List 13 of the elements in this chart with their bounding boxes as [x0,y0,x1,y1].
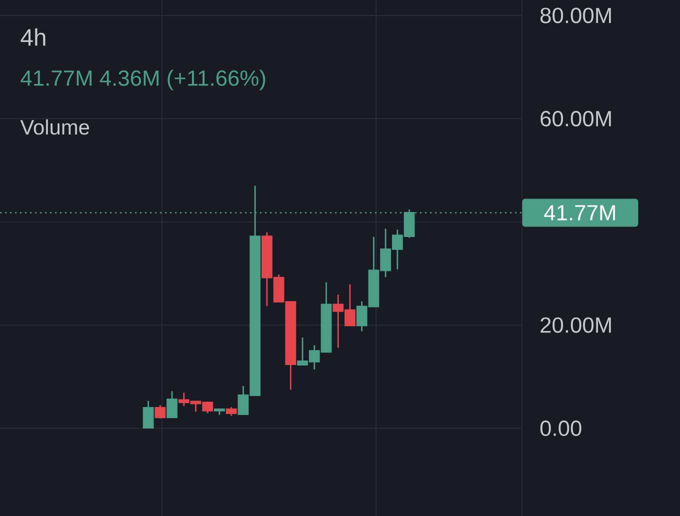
candlestick [214,408,225,416]
candlestick [154,404,166,420]
y-tick-label: 80.00M [540,8,611,24]
y-tick-label: 0.00 [540,420,582,436]
candlestick [166,390,178,418]
ref-line-label: 41.77M [544,205,615,220]
y-tick-label: 20.00M [540,317,611,333]
candlestick [226,406,237,417]
text: 41.77M 4.36M (+11.66%) [20,70,266,90]
annotation: Volume [20,119,90,135]
candlestick [142,400,154,428]
y-tick-label: 60.00M [540,110,611,126]
text: 4h [20,28,46,46]
